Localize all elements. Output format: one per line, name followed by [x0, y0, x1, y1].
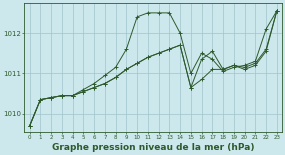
X-axis label: Graphe pression niveau de la mer (hPa): Graphe pression niveau de la mer (hPa)	[52, 143, 255, 152]
